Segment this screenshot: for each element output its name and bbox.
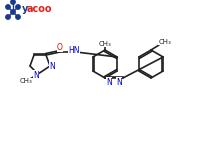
Text: CH₃: CH₃ xyxy=(20,78,32,84)
Text: acoo: acoo xyxy=(27,4,52,14)
Circle shape xyxy=(11,10,15,14)
Text: N: N xyxy=(33,71,39,80)
Circle shape xyxy=(6,5,10,9)
Circle shape xyxy=(16,15,20,19)
Text: HN: HN xyxy=(68,45,80,55)
Text: N: N xyxy=(106,77,112,87)
Circle shape xyxy=(16,5,20,9)
Circle shape xyxy=(11,0,15,4)
Text: y: y xyxy=(22,4,28,14)
Text: N: N xyxy=(116,77,122,87)
Text: CH₃: CH₃ xyxy=(159,39,171,45)
Text: N: N xyxy=(49,61,55,71)
Text: O: O xyxy=(57,43,63,52)
Text: CH₃: CH₃ xyxy=(99,41,111,47)
Circle shape xyxy=(6,15,10,19)
